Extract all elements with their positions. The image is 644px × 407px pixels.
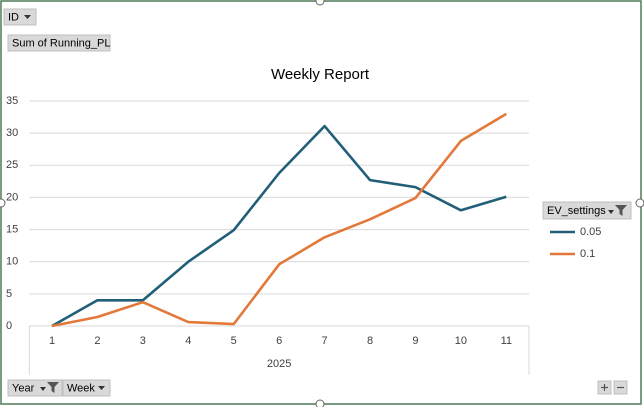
y-tick-label: 20 bbox=[6, 191, 18, 203]
button-label: ID bbox=[8, 11, 19, 23]
y-tick-label: 35 bbox=[6, 95, 18, 107]
button-bg bbox=[62, 379, 111, 397]
legend-title-button[interactable]: EV_settings bbox=[542, 201, 632, 220]
x-tick-label: 8 bbox=[367, 335, 373, 347]
chart-title: Weekly Report bbox=[271, 66, 370, 83]
resize-handle[interactable] bbox=[315, 0, 325, 6]
x-tick-label: 6 bbox=[276, 335, 282, 347]
filter-icon bbox=[47, 382, 59, 393]
legend-label: 0.05 bbox=[580, 226, 601, 238]
series-line bbox=[51, 124, 507, 328]
y-tick-label: 25 bbox=[6, 159, 18, 171]
dropdown-arrow bbox=[24, 15, 31, 19]
y-tick-label: 15 bbox=[6, 223, 18, 235]
resize-handle[interactable] bbox=[315, 399, 325, 407]
dropdown-arrow bbox=[40, 387, 46, 391]
y-tick-label: 30 bbox=[6, 127, 18, 139]
resize-handle[interactable] bbox=[0, 198, 6, 208]
button-bg bbox=[542, 201, 632, 220]
button-label: Sum of Running_PL bbox=[12, 37, 110, 49]
button-bg bbox=[3, 8, 37, 26]
collapse-button[interactable] bbox=[613, 380, 628, 395]
button-bg bbox=[7, 379, 63, 397]
series-line bbox=[51, 112, 507, 328]
x-tick-label: 2 bbox=[94, 335, 100, 347]
value-field-button[interactable]: Sum of Running_PL bbox=[7, 34, 111, 52]
report-filter-button[interactable]: ID bbox=[3, 8, 37, 26]
x-tick-label: 3 bbox=[140, 335, 146, 347]
resize-handle[interactable] bbox=[635, 198, 644, 208]
filter-icon bbox=[615, 205, 627, 216]
x-tick-label: 9 bbox=[412, 335, 418, 347]
button-label: Year bbox=[12, 382, 35, 394]
x-tick-label: 10 bbox=[455, 335, 467, 347]
expand-button[interactable] bbox=[597, 380, 612, 395]
y-tick-label: 0 bbox=[6, 320, 12, 332]
x-tick-label: 7 bbox=[322, 335, 328, 347]
dropdown-arrow bbox=[98, 386, 105, 390]
button-label: Week bbox=[67, 382, 95, 394]
x-tick-label: 4 bbox=[185, 335, 191, 347]
plus-icon bbox=[601, 384, 608, 391]
x-group-label: 2025 bbox=[267, 358, 291, 370]
x-tick-label: 5 bbox=[231, 335, 237, 347]
legend-label: 0.1 bbox=[580, 248, 595, 260]
axis-field-button[interactable]: Year bbox=[7, 379, 63, 397]
y-tick-label: 5 bbox=[6, 288, 12, 300]
axis-field-button[interactable]: Week bbox=[62, 379, 111, 397]
button-bg bbox=[7, 34, 111, 52]
button-label: EV_settings bbox=[547, 205, 606, 217]
x-tick-label: 11 bbox=[501, 335, 512, 347]
dropdown-arrow bbox=[608, 210, 614, 214]
y-tick-label: 10 bbox=[6, 256, 18, 268]
x-tick-label: 1 bbox=[49, 335, 55, 347]
